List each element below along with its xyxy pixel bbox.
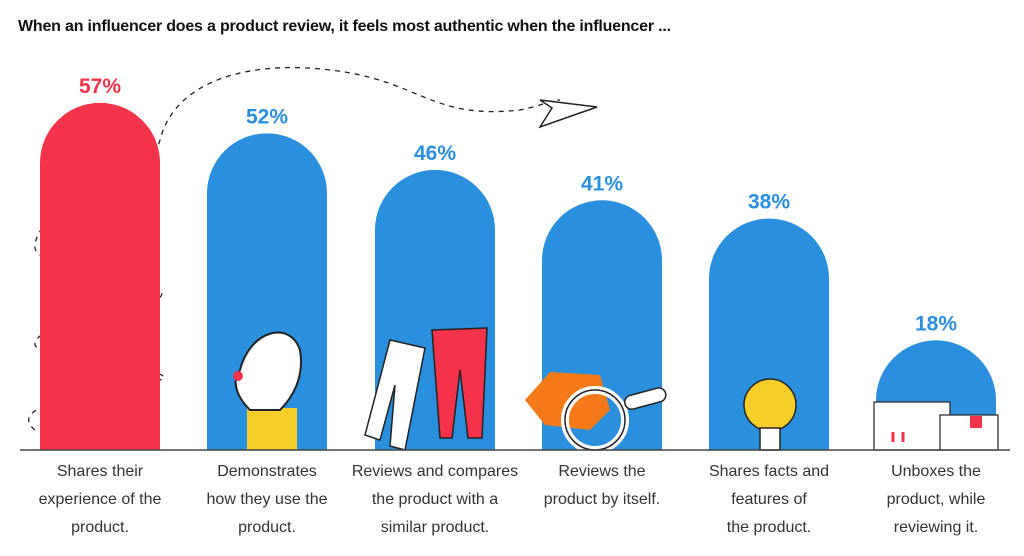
boxes-icon: [970, 416, 982, 428]
value-label: 38%: [748, 191, 790, 214]
category-label: Demonstrates how they use the product.: [182, 458, 352, 542]
boxes-icon: [891, 432, 905, 442]
category-label-line: Shares facts and: [708, 463, 830, 480]
value-label: 46%: [414, 142, 456, 165]
boxes-icon: [939, 414, 999, 451]
category-label: Reviews and compares the product with a si…: [350, 458, 520, 542]
category-label-line: Shares their: [56, 463, 144, 480]
bar: [40, 102, 160, 450]
category-label: Shares their experience of the product.: [15, 458, 185, 542]
value-label: 57%: [79, 75, 121, 98]
hand-ok-icon: [247, 408, 297, 450]
lightbulb-icon: [743, 378, 797, 432]
category-label: Shares facts and features of the product.: [684, 458, 854, 542]
category-label-line: similar product.: [380, 519, 490, 536]
value-label: 18%: [915, 312, 957, 335]
hand-ok-icon: [234, 331, 302, 411]
value-label: 41%: [581, 172, 623, 195]
category-label-line: product.: [238, 519, 296, 536]
category-label-line: experience of the: [38, 491, 162, 508]
hand-ok-icon: [233, 371, 243, 381]
trousers-icon: [431, 327, 488, 439]
bar: [709, 218, 829, 450]
boxes-icon: [873, 401, 951, 451]
category-label-line: Reviews and compares: [351, 463, 519, 480]
paper-plane-icon: [538, 99, 598, 129]
category-label-line: product by itself.: [543, 491, 661, 508]
category-label-line: Unboxes the: [891, 463, 981, 480]
value-label: 52%: [246, 105, 288, 128]
category-label-line: how they use the: [206, 491, 328, 508]
category-label-line: Reviews the: [558, 463, 646, 480]
trousers-icon: [364, 339, 426, 451]
category-label-line: product.: [71, 519, 129, 536]
category-label: Unboxes the product, while reviewing it.: [851, 458, 1021, 542]
chart-title: When an influencer does a product review…: [18, 18, 671, 35]
magnifier-shirt-icon: [624, 387, 667, 410]
category-label-line: reviewing it.: [893, 519, 979, 536]
lightbulb-icon: [759, 427, 781, 451]
category-label: Reviews the product by itself.: [517, 458, 687, 514]
category-label-line: features of: [731, 491, 807, 508]
category-label-line: the product.: [726, 519, 812, 536]
category-label-line: the product with a: [371, 491, 499, 508]
category-label-line: Demonstrates: [217, 463, 317, 480]
category-label-line: product, while: [886, 491, 986, 508]
